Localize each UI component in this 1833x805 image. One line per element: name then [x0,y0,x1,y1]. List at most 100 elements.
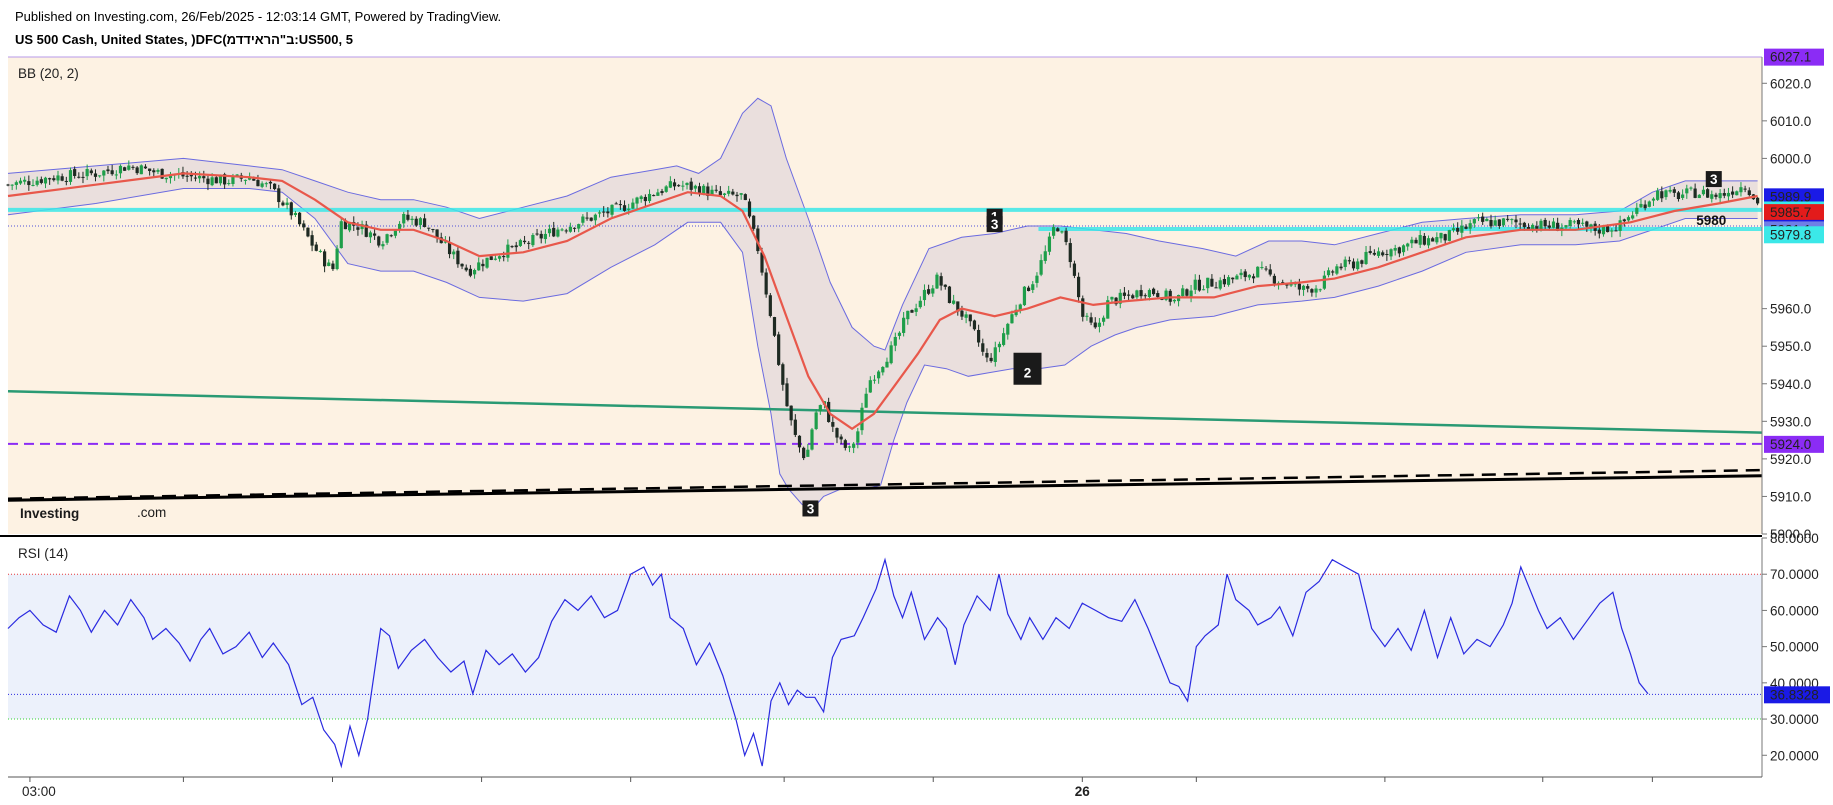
candle-body [1597,229,1601,234]
candle-body [256,180,260,187]
candle-body [1072,263,1077,276]
candle-body [14,182,18,185]
candle-body [702,185,706,195]
candle-body [1106,300,1110,319]
candle-body [1268,269,1272,275]
candle-body [1226,277,1231,285]
candle-body [422,218,427,228]
candle-body [1618,220,1622,231]
candle-body [1360,260,1364,264]
annotation-badge-text: 3 [807,501,815,516]
candle-body [456,250,460,265]
candle-body [31,184,35,186]
candle-body [1426,238,1431,246]
candle-body [1181,288,1185,297]
annotation-badge [986,216,1003,233]
candle-body [522,240,527,243]
candle-body [1351,261,1356,269]
candle-body [1735,191,1739,196]
candle-body [135,167,139,174]
candle-body [39,179,43,183]
candle-body [464,267,468,271]
candle-body [664,186,668,192]
candle-body [1714,194,1718,197]
candle-body [514,245,518,248]
candle-body [218,174,223,184]
time-tick-label: 03:00 [22,784,56,799]
candle-body [927,289,931,294]
symbol-title: US 500 Cash, United States, )DFC(ב"הראיד… [15,32,353,47]
time-tick-label: 26 [1075,784,1091,799]
candle-body [43,177,48,184]
rsi-tick-label: 30.0000 [1770,712,1819,727]
candle-body [1743,188,1747,190]
candle-body [1543,219,1547,227]
candle-body [223,174,227,185]
rsi-axis-bg [1762,538,1833,777]
candle-body [810,429,814,450]
candle-body [1614,230,1618,232]
candle-body [243,179,248,181]
candle-body [1289,283,1293,286]
annotation-badge [802,500,819,517]
candle-body [997,343,1002,348]
candle-body [768,295,772,316]
candle-body [1014,309,1018,316]
candle-body [435,229,439,238]
candle-body [1668,189,1672,192]
candle-body [477,262,481,271]
bb-indicator-label: BB (20, 2) [18,66,79,81]
candle-body [681,185,685,187]
price-label-text: 6027.1 [1770,50,1811,65]
candle-body [260,183,264,187]
candle-body [406,214,410,220]
candle-body [1393,248,1397,251]
price-label-badge [1764,226,1824,244]
price-tick-label: 6010.0 [1770,114,1811,129]
candle-body [1110,296,1114,300]
candle-body [814,412,818,429]
candle-body [281,202,285,206]
candle-body [622,205,627,211]
candle-body [1635,207,1639,214]
candle-body [1372,252,1376,255]
candle-body [831,422,835,427]
candle-body [1189,290,1193,297]
candle-body [185,175,189,177]
candle-body [535,233,539,235]
candle-body [531,234,535,246]
candle-body [1135,290,1139,298]
candle-body [56,175,60,181]
candle-body [1539,220,1543,231]
candle-body [235,174,239,176]
candle-body [127,165,131,170]
candle-body [1472,219,1476,224]
candle-body [268,181,273,184]
candle-body [1326,270,1331,276]
candle-body [152,170,156,173]
candle-body [1481,216,1485,222]
candle-body [1576,219,1581,225]
candle-body [1314,288,1318,293]
candle-body [381,244,385,247]
candle-body [6,184,10,186]
candle-body [1260,267,1264,269]
candle-body [689,181,693,190]
candle-body [118,165,123,174]
candle-body [497,256,502,259]
price-tick-label: 5960.0 [1770,302,1811,317]
candle-body [1076,276,1081,298]
candle-body [472,269,477,275]
candle-body [339,221,343,249]
candle-body [1718,193,1722,199]
candle-body [23,179,27,182]
candle-body [1422,235,1426,245]
candle-body [206,178,210,185]
candle-body [1693,188,1697,198]
candle-body [731,191,735,195]
candle-body [1564,225,1568,228]
candle-body [835,428,839,438]
candle-body [1389,249,1393,257]
candle-body [1456,228,1460,232]
